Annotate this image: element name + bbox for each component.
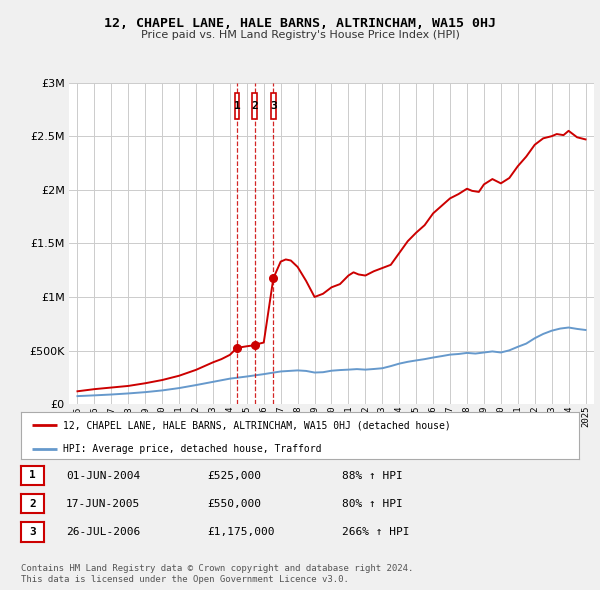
Text: £550,000: £550,000 bbox=[207, 499, 261, 509]
Text: £525,000: £525,000 bbox=[207, 471, 261, 480]
Text: 01-JUN-2004: 01-JUN-2004 bbox=[66, 471, 140, 480]
Text: 1: 1 bbox=[29, 470, 36, 480]
Text: 17-JUN-2005: 17-JUN-2005 bbox=[66, 499, 140, 509]
Text: 26-JUL-2006: 26-JUL-2006 bbox=[66, 527, 140, 537]
FancyBboxPatch shape bbox=[235, 93, 239, 119]
Text: 12, CHAPEL LANE, HALE BARNS, ALTRINCHAM, WA15 0HJ (detached house): 12, CHAPEL LANE, HALE BARNS, ALTRINCHAM,… bbox=[63, 420, 451, 430]
Text: HPI: Average price, detached house, Trafford: HPI: Average price, detached house, Traf… bbox=[63, 444, 322, 454]
FancyBboxPatch shape bbox=[271, 93, 275, 119]
Text: 12, CHAPEL LANE, HALE BARNS, ALTRINCHAM, WA15 0HJ: 12, CHAPEL LANE, HALE BARNS, ALTRINCHAM,… bbox=[104, 17, 496, 30]
Text: 3: 3 bbox=[29, 527, 36, 537]
Text: 266% ↑ HPI: 266% ↑ HPI bbox=[342, 527, 409, 537]
Text: 2: 2 bbox=[29, 499, 36, 509]
Text: This data is licensed under the Open Government Licence v3.0.: This data is licensed under the Open Gov… bbox=[21, 575, 349, 584]
Text: 80% ↑ HPI: 80% ↑ HPI bbox=[342, 499, 403, 509]
Text: 88% ↑ HPI: 88% ↑ HPI bbox=[342, 471, 403, 480]
Text: 2: 2 bbox=[251, 101, 258, 111]
Text: £1,175,000: £1,175,000 bbox=[207, 527, 275, 537]
Text: Price paid vs. HM Land Registry's House Price Index (HPI): Price paid vs. HM Land Registry's House … bbox=[140, 30, 460, 40]
Text: 1: 1 bbox=[233, 101, 241, 111]
Text: 3: 3 bbox=[270, 101, 277, 111]
Text: Contains HM Land Registry data © Crown copyright and database right 2024.: Contains HM Land Registry data © Crown c… bbox=[21, 565, 413, 573]
FancyBboxPatch shape bbox=[253, 93, 257, 119]
